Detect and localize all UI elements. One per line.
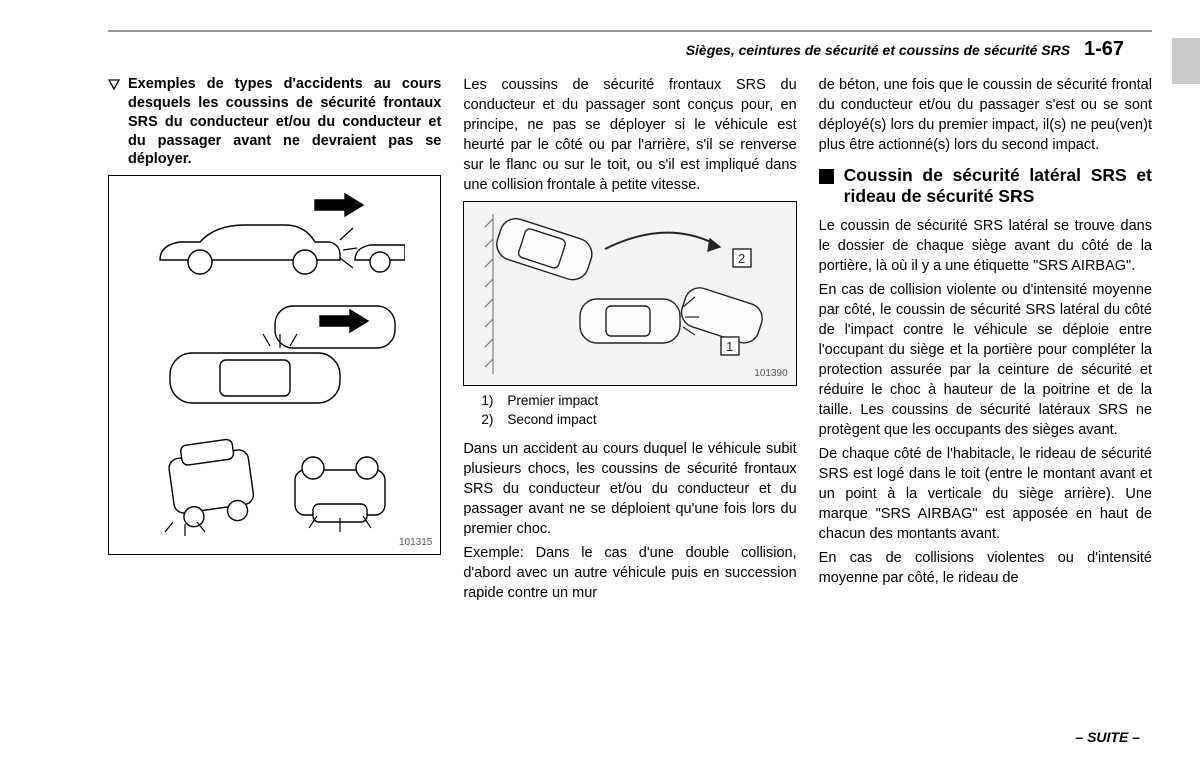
caption-row-2: 2) Second impact [481, 411, 796, 430]
caption-1-num: 1) [481, 392, 493, 411]
col2-para3: Exemple: Dans le cas d'une double collis… [463, 543, 796, 603]
column-1: Exemples de types d'accidents au cours d… [108, 75, 441, 607]
svg-text:1: 1 [726, 339, 733, 354]
side-tab [1172, 38, 1200, 84]
col3-para2: Le coussin de sécurité SRS latéral se tr… [819, 216, 1152, 276]
figure-caption-list: 1) Premier impact 2) Second impact [481, 392, 796, 429]
col3-para4: De chaque côté de l'habitacle, le rideau… [819, 444, 1152, 544]
continued-footer: – SUITE – [1075, 729, 1140, 745]
figure-id-2: 101390 [754, 367, 787, 381]
double-impact-diagram-icon: 2 1 [485, 209, 775, 379]
caption-row-1: 1) Premier impact [481, 392, 796, 411]
section-heading-text: Coussin de sécurité latéral SRS et ridea… [844, 165, 1152, 208]
bullet-heading: Exemples de types d'accidents au cours d… [128, 75, 441, 169]
header-page-number: 1-67 [1084, 38, 1124, 60]
square-bullet-icon [819, 169, 834, 184]
triangle-down-icon [108, 78, 120, 90]
figure-non-deploy: 101315 [108, 175, 441, 555]
figure-double-impact: 2 1 101390 [463, 201, 796, 386]
caption-2-text: Second impact [507, 411, 596, 430]
caption-2-num: 2) [481, 411, 493, 430]
car-side-collision-icon [145, 190, 405, 285]
page-header: Sièges, ceintures de sécurité et coussin… [108, 38, 1152, 61]
page-container: Sièges, ceintures de sécurité et coussin… [0, 0, 1200, 763]
figure-id-1: 101315 [399, 536, 432, 550]
column-3: de béton, une fois que le coussin de séc… [819, 75, 1152, 607]
col3-para1: de béton, une fois que le coussin de séc… [819, 75, 1152, 155]
col3-para5: En cas de collisions violentes ou d'inte… [819, 548, 1152, 588]
bullet-block: Exemples de types d'accidents au cours d… [108, 75, 441, 169]
caption-1-text: Premier impact [507, 392, 598, 411]
column-2: Les coussins de sécurité frontaux SRS du… [463, 75, 796, 607]
col2-para1: Les coussins de sécurité frontaux SRS du… [463, 75, 796, 195]
col2-para2: Dans un accident au cours duquel le véhi… [463, 439, 796, 539]
svg-text:2: 2 [738, 251, 745, 266]
car-rollover-icon [145, 430, 405, 540]
col3-para3: En cas de collision violente ou d'intens… [819, 280, 1152, 440]
content-columns: Exemples de types d'accidents au cours d… [108, 75, 1152, 607]
car-top-impact-icon [145, 298, 405, 418]
section-heading-block: Coussin de sécurité latéral SRS et ridea… [819, 165, 1152, 208]
header-section-title: Sièges, ceintures de sécurité et coussin… [686, 42, 1070, 58]
top-rule [108, 30, 1152, 32]
